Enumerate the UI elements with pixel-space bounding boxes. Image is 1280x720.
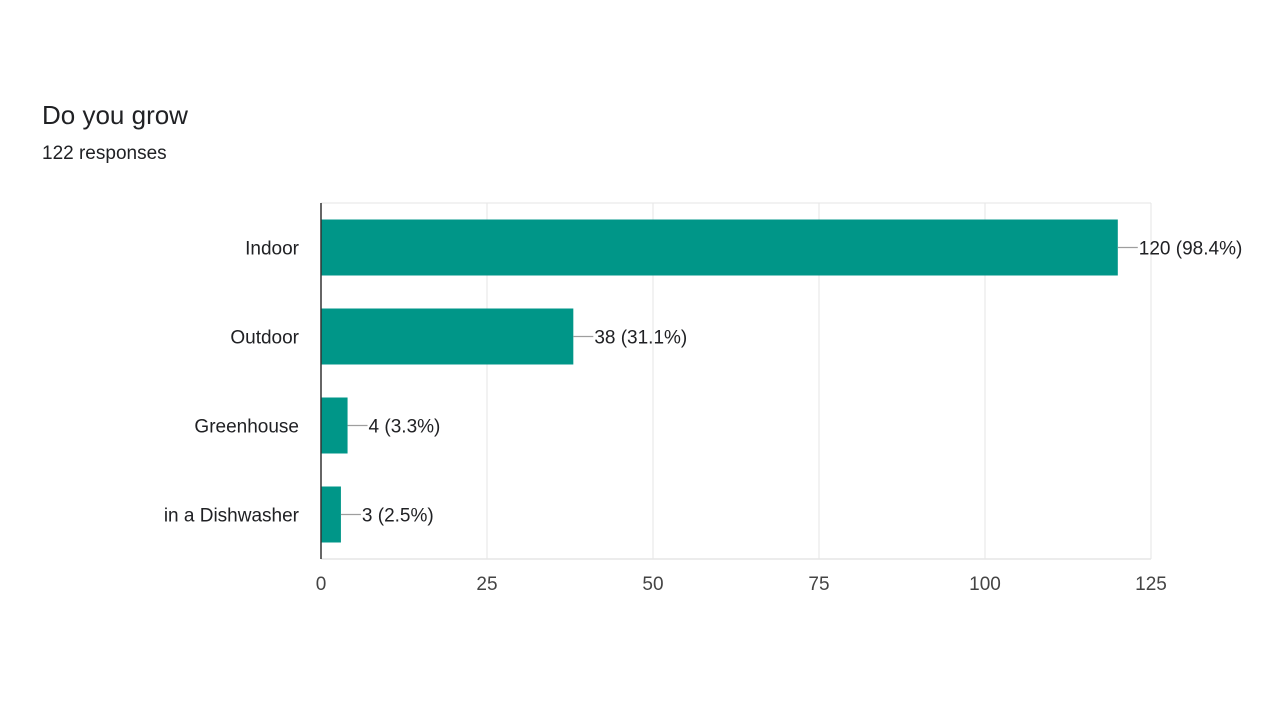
x-tick-label: 75 [808, 574, 829, 595]
data-label: 3 (2.5%) [362, 506, 434, 527]
data-label: 4 (3.3%) [369, 417, 441, 438]
bar-4 [321, 486, 341, 543]
bar-2 [321, 308, 574, 365]
data-label: 120 (98.4%) [1139, 239, 1243, 260]
label-layer: Indoor 120 (98.4%) Outdoor 38 (31.1%) Greenh… [164, 239, 1242, 527]
x-tick-label: 25 [476, 574, 497, 595]
bar-3 [321, 397, 348, 454]
x-tick-label: 50 [642, 574, 663, 595]
x-tick-label: 125 [1135, 574, 1167, 595]
axis-layer: 0 25 50 75 100 125 [316, 203, 1167, 595]
category-label: in a Dishwasher [164, 506, 300, 527]
category-label: Outdoor [230, 328, 299, 349]
data-label: 38 (31.1%) [594, 328, 687, 349]
question-title: Do you grow [42, 100, 188, 130]
x-tick-label: 100 [969, 574, 1001, 595]
response-count: 122 responses [42, 143, 167, 164]
x-tick-label: 0 [316, 574, 327, 595]
category-label: Greenhouse [194, 417, 299, 438]
bar-layer [321, 219, 1118, 543]
category-label: Indoor [245, 239, 300, 260]
bar-1 [321, 219, 1118, 276]
